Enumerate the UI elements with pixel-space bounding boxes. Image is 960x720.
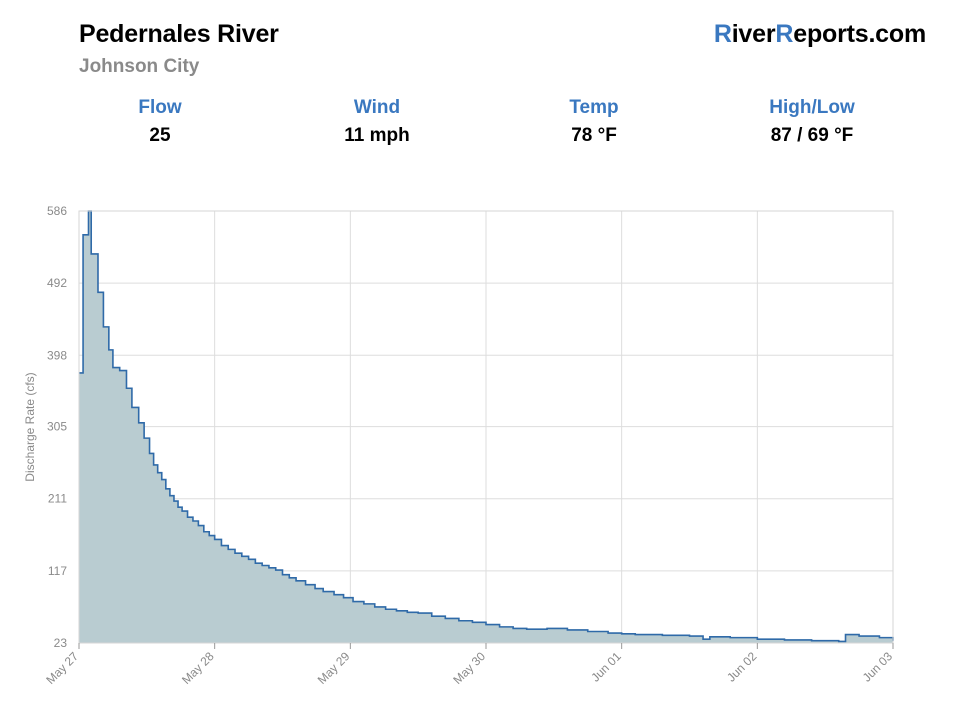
stat-flow-label: Flow xyxy=(138,97,182,118)
y-tick-label: 586 xyxy=(47,204,67,218)
y-axis-title: Discharge Rate (cfs) xyxy=(23,372,37,481)
brand-logo-link[interactable]: RiverReports.com xyxy=(714,20,926,49)
brand-letter-r1: R xyxy=(713,20,732,48)
x-tick-label: May 28 xyxy=(179,649,217,687)
y-tick-label: 492 xyxy=(47,276,67,290)
y-tick-label: 398 xyxy=(47,348,67,362)
y-axis-ticks: 23 117 211 305 398 492 586 xyxy=(47,204,67,650)
x-tick-label: May 27 xyxy=(43,649,81,687)
stat-high-low: High/Low 87 / 69 °F xyxy=(712,96,912,148)
x-tick-label: May 29 xyxy=(315,649,353,687)
x-tick-label: Jun 02 xyxy=(724,649,760,685)
location-subtitle: Johnson City xyxy=(79,56,200,77)
x-axis-ticks: May 27 May 28 May 29 May 30 Jun 01 Jun 02 Jun … xyxy=(43,643,895,687)
discharge-area-fill xyxy=(79,211,893,643)
stat-flow-value: 25 xyxy=(149,125,171,146)
stat-flow: Flow 25 xyxy=(60,96,260,148)
x-tick-label: May 30 xyxy=(450,649,488,687)
stat-high-low-value: 87 / 69 °F xyxy=(770,125,854,146)
y-tick-label: 211 xyxy=(48,492,67,506)
stat-high-low-label: High/Low xyxy=(769,97,855,118)
discharge-series-line xyxy=(79,210,894,643)
brand-text-iver: iver xyxy=(731,20,776,48)
y-tick-label: 23 xyxy=(54,636,68,650)
y-tick-label: 117 xyxy=(48,564,67,578)
stat-wind-value: 11 mph xyxy=(344,125,410,146)
x-tick-label: Jun 01 xyxy=(588,649,624,685)
river-title: Pedernales River xyxy=(79,20,279,48)
brand-text-eports: eports.com xyxy=(793,20,926,48)
brand-letter-r2: R xyxy=(775,20,794,48)
y-tick-label: 305 xyxy=(47,420,67,434)
stat-wind-label: Wind xyxy=(353,97,401,118)
stat-temp: Temp 78 °F xyxy=(494,96,694,148)
stat-temp-label: Temp xyxy=(569,97,619,118)
x-tick-label: Jun 03 xyxy=(860,649,896,685)
stat-wind: Wind 11 mph xyxy=(277,96,477,148)
stat-temp-value: 78 °F xyxy=(571,125,617,146)
